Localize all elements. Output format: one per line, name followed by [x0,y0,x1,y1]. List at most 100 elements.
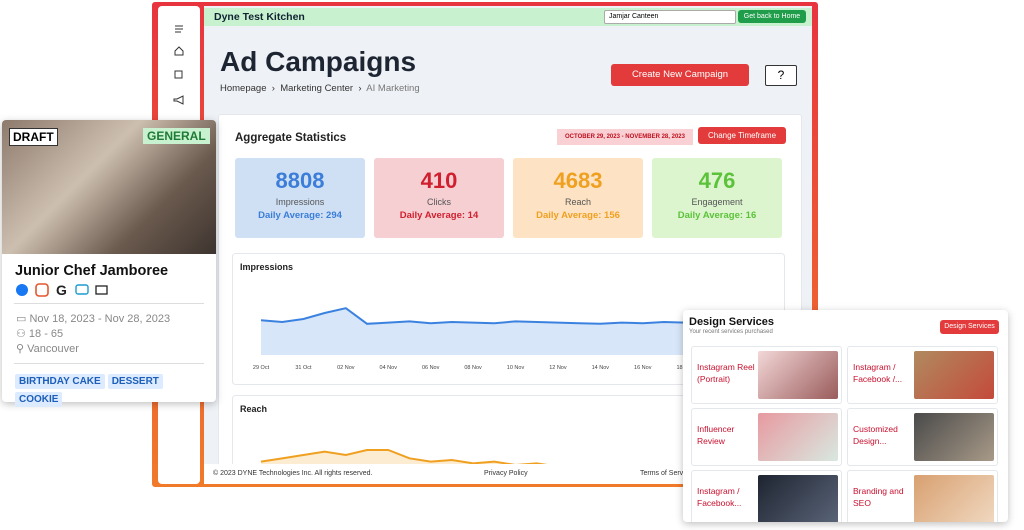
campaign-title: Junior Chef Jamboree [15,263,169,279]
age-text: 18 - 65 [28,328,64,340]
x-tick-label: 06 Nov [422,365,440,371]
footer: © 2023 DYNE Technologies Inc. All rights… [204,464,812,484]
tags: BIRTHDAY CAKE DESSERT COOKIE [15,371,216,407]
app-name: Dyne Test Kitchen [214,11,305,23]
service-tile[interactable]: Instagram / Facebook /... [847,346,998,404]
service-name: Instagram / Facebook /... [853,362,903,384]
stat-value: 410 [420,168,458,193]
channel-icons: G [16,282,108,298]
privacy-link[interactable]: Privacy Policy [484,470,528,477]
stat-label: Impressions [275,197,325,207]
x-tick-label: 29 Oct [253,365,270,371]
status-badge: DRAFT [9,128,58,146]
stat-card: 8808 Impressions Daily Average: 294 [235,158,365,238]
service-tile[interactable]: Instagram / Facebook... [691,470,842,522]
stat-average: Daily Average: 14 [399,210,479,221]
help-button[interactable]: ? [765,65,797,86]
divider [14,363,204,364]
category-badge: GENERAL [143,128,210,144]
age: ⚇ 18 - 65 [16,328,64,340]
service-image [914,413,994,461]
chart-title: Impressions [240,262,293,272]
service-tile[interactable]: Branding and SEO [847,470,998,522]
stat-average: Daily Average: 156 [536,210,620,221]
x-tick-label: 02 Nov [337,365,355,371]
stat-average: Daily Average: 16 [677,210,757,221]
dates: ▭ Nov 18, 2023 - Nov 28, 2023 [16,313,171,325]
date-range: OCTOBER 29, 2023 - NOVEMBER 28, 2023 [557,129,693,145]
stat-label: Reach [564,197,591,207]
x-tick-label: 12 Nov [549,365,567,371]
page-title: Ad Campaigns [220,46,417,77]
stats-title: Aggregate Statistics [235,132,347,144]
service-image [914,351,994,399]
stat-value: 4683 [553,168,603,193]
stat-card: 4683 Reach Daily Average: 156 [513,158,643,238]
service-image [914,475,994,522]
x-tick-label: 16 Nov [634,365,652,371]
back-button[interactable]: Get back to Home [738,10,806,23]
crumb: AI Marketing [366,83,420,94]
x-tick-label: 10 Nov [507,365,525,371]
x-tick-label: 14 Nov [592,365,610,371]
tag: COOKIE [15,392,63,407]
stat-card: 476 Engagement Daily Average: 16 [652,158,782,238]
location-text: Vancouver [27,343,79,355]
copyright: © 2023 DYNE Technologies Inc. All rights… [213,470,373,477]
dates-text: Nov 18, 2023 - Nov 28, 2023 [29,313,171,325]
campaign-details: ▭ Nov 18, 2023 - Nov 28, 2023 ⚇ 18 - 65 … [16,312,170,357]
stat-card: 410 Clicks Daily Average: 14 [374,158,504,238]
location: ⚲ Vancouver [16,343,79,355]
service-image [758,413,838,461]
list-icon[interactable] [174,70,183,79]
facebook-icon [16,284,28,296]
stat-value: 8808 [275,168,325,193]
stat-value: 476 [698,168,736,193]
divider [14,303,204,304]
create-button[interactable]: Create New Campaign [611,64,749,86]
ds-button[interactable]: Design Services [940,320,999,334]
change-timeframe[interactable]: Change Timeframe [698,127,786,144]
service-name: Branding and SEO [853,486,904,508]
home-icon[interactable] [174,46,184,56]
top-bar: Dyne Test Kitchen Jamjar Canteen Get bac… [204,8,812,26]
megaphone-icon[interactable] [173,95,184,105]
service-image [758,475,838,522]
service-name: Influencer Review [697,424,735,446]
main: Dyne Test Kitchen Jamjar Canteen Get bac… [204,6,812,484]
service-name: Instagram / Facebook... [697,486,742,508]
service-name: Customized Design... [853,424,898,446]
ds-title: Design Services [689,316,774,328]
x-tick-label: 04 Nov [380,365,398,371]
crumb[interactable]: Marketing Center [280,83,354,94]
service-image [758,351,838,399]
tag: BIRTHDAY CAKE [15,374,105,389]
stat-average: Daily Average: 294 [258,210,342,221]
design-services-card: Design Services Your recent services pur… [683,310,1008,522]
instagram-icon [35,283,49,297]
stat-label: Clicks [427,197,451,207]
sms-icon [75,284,89,295]
service-name: Instagram Reel (Portrait) [697,362,755,384]
x-tick-label: 08 Nov [464,365,482,371]
service-tile[interactable]: Customized Design... [847,408,998,466]
location-select[interactable]: Jamjar Canteen [604,10,736,24]
email-icon [95,285,108,295]
campaign-card[interactable]: DRAFT GENERAL Junior Chef Jamboree G ▭ N… [2,120,216,407]
x-tick-label: 31 Oct [295,365,312,371]
menu-icon[interactable] [175,25,183,33]
terms-link[interactable]: Terms of Service [640,470,693,477]
line-area [261,308,770,355]
impressions-chart: Impressions 29 Oct 31 Oct 02 Nov 04 Nov 06 No… [232,253,785,385]
tag: DESSERT [107,374,163,389]
chart-title: Reach [240,404,267,414]
crumb[interactable]: Homepage [220,83,267,94]
stat-label: Engagement [691,197,743,207]
breadcrumb: Homepage › Marketing Center › AI Marketi… [220,83,420,94]
google-icon: G [56,282,67,298]
ds-subtitle: Your recent services purchased [689,329,773,335]
sidebar-icons [173,25,184,105]
service-tile[interactable]: Influencer Review [691,408,842,466]
service-tile[interactable]: Instagram Reel (Portrait) [691,346,842,404]
